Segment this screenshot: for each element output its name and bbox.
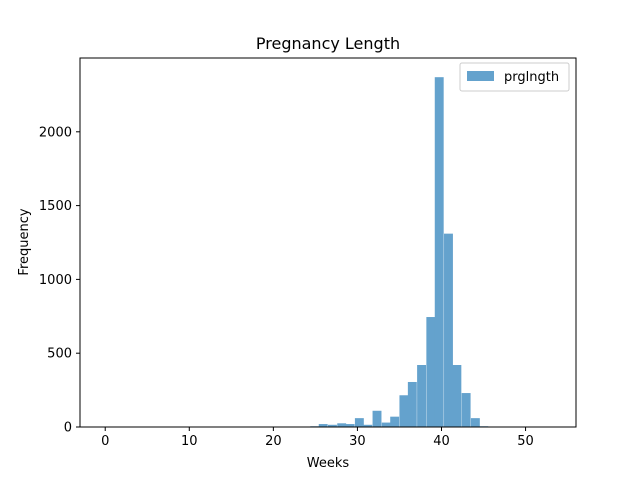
x-tick-label: 0 [101, 434, 109, 449]
histogram-bar [318, 424, 328, 427]
legend-box [459, 62, 570, 92]
plot-frame [79, 57, 577, 428]
histogram-bar [470, 418, 480, 427]
y-tick-label: 2000 [39, 125, 72, 140]
histogram-bar [399, 395, 409, 427]
x-tick-label: 50 [517, 434, 534, 449]
y-tick-label: 500 [47, 347, 72, 362]
axes-layer [79, 57, 577, 428]
histogram-bar [461, 393, 471, 427]
histogram-bar [381, 422, 391, 427]
histogram-bar [434, 77, 444, 428]
histogram-bar [452, 365, 462, 427]
histogram-bar [444, 233, 453, 427]
histogram-bar [390, 416, 400, 427]
bars-layer [283, 77, 543, 428]
x-tick-label: 10 [181, 434, 198, 449]
y-tick-label: 1000 [39, 273, 72, 288]
histogram-bar [328, 424, 337, 427]
x-tick-label: 40 [433, 434, 450, 449]
legend-label: prglngth [504, 70, 559, 85]
legend: prglngth [459, 62, 570, 92]
legend-swatch [467, 71, 494, 81]
histogram-bar [363, 424, 373, 427]
x-tick-label: 20 [265, 434, 282, 449]
chart-title: Pregnancy Length [256, 34, 400, 53]
y-tick-label: 0 [64, 421, 72, 436]
y-axis-label: Frequency [17, 208, 32, 275]
histogram-bar [345, 424, 355, 427]
histogram-bar [372, 410, 382, 427]
histogram-bar [337, 423, 347, 427]
x-tick-label: 30 [349, 434, 366, 449]
histogram-bar [417, 365, 427, 427]
histogram-bar [407, 381, 417, 427]
x-axis-label: Weeks [307, 456, 350, 471]
y-tick-label: 1500 [39, 199, 72, 214]
histogram-bar [354, 418, 364, 427]
histogram-bar [426, 317, 436, 427]
